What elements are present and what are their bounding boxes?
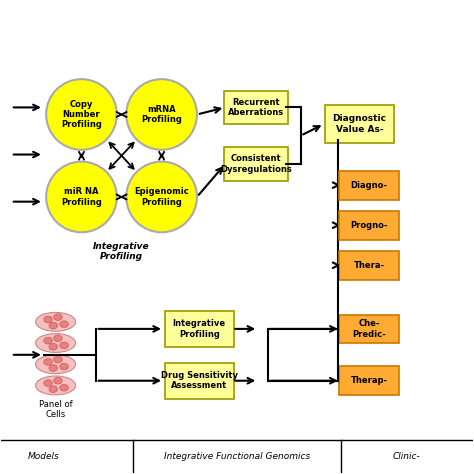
Ellipse shape: [60, 342, 68, 349]
Text: Progno-: Progno-: [350, 221, 388, 230]
Circle shape: [46, 79, 117, 150]
Text: Che-
Predic-: Che- Predic-: [352, 319, 386, 338]
Text: Clinic-: Clinic-: [393, 452, 420, 461]
FancyBboxPatch shape: [339, 366, 399, 395]
FancyBboxPatch shape: [165, 311, 234, 347]
Circle shape: [46, 162, 117, 232]
FancyBboxPatch shape: [339, 251, 399, 280]
Ellipse shape: [44, 358, 52, 365]
Ellipse shape: [54, 356, 62, 363]
Text: Diagno-: Diagno-: [350, 181, 387, 190]
Text: Models: Models: [28, 452, 60, 461]
Circle shape: [126, 162, 197, 232]
FancyBboxPatch shape: [224, 147, 288, 181]
FancyBboxPatch shape: [339, 315, 399, 343]
Ellipse shape: [54, 335, 62, 342]
Ellipse shape: [36, 334, 76, 353]
Ellipse shape: [49, 386, 57, 392]
Ellipse shape: [60, 384, 68, 391]
FancyBboxPatch shape: [339, 211, 399, 239]
Text: Therap-: Therap-: [350, 376, 388, 385]
Text: Diagnostic
Value As-: Diagnostic Value As-: [333, 114, 386, 134]
Text: Integrative Functional Genomics: Integrative Functional Genomics: [164, 452, 310, 461]
Text: Integrative
Profiling: Integrative Profiling: [173, 319, 226, 338]
FancyBboxPatch shape: [224, 91, 288, 124]
Ellipse shape: [44, 337, 52, 344]
Circle shape: [126, 79, 197, 150]
Text: Epigenomic
Profiling: Epigenomic Profiling: [134, 187, 189, 207]
FancyBboxPatch shape: [325, 105, 394, 143]
Ellipse shape: [60, 363, 68, 370]
Text: Drug Sensitivity
Assessment: Drug Sensitivity Assessment: [161, 371, 238, 391]
Text: Panel of
Cells: Panel of Cells: [39, 400, 73, 419]
Text: mRNA
Profiling: mRNA Profiling: [141, 105, 182, 124]
Ellipse shape: [49, 344, 57, 350]
FancyBboxPatch shape: [339, 171, 399, 200]
Text: Integrative
Profiling: Integrative Profiling: [93, 242, 150, 261]
Text: Copy
Number
Profiling: Copy Number Profiling: [61, 100, 102, 129]
Ellipse shape: [54, 377, 62, 384]
FancyBboxPatch shape: [165, 363, 234, 399]
Text: miR NA
Profiling: miR NA Profiling: [61, 187, 102, 207]
Text: Recurrent
Aberrations: Recurrent Aberrations: [228, 98, 284, 117]
Ellipse shape: [54, 314, 62, 320]
Text: Thera-: Thera-: [354, 261, 384, 270]
Ellipse shape: [36, 312, 76, 331]
Text: Consistent
Dysregulations: Consistent Dysregulations: [220, 154, 292, 173]
Ellipse shape: [44, 380, 52, 386]
Ellipse shape: [36, 355, 76, 374]
Ellipse shape: [60, 321, 68, 328]
Ellipse shape: [49, 365, 57, 371]
Ellipse shape: [44, 316, 52, 323]
Ellipse shape: [36, 376, 76, 395]
Ellipse shape: [49, 322, 57, 329]
